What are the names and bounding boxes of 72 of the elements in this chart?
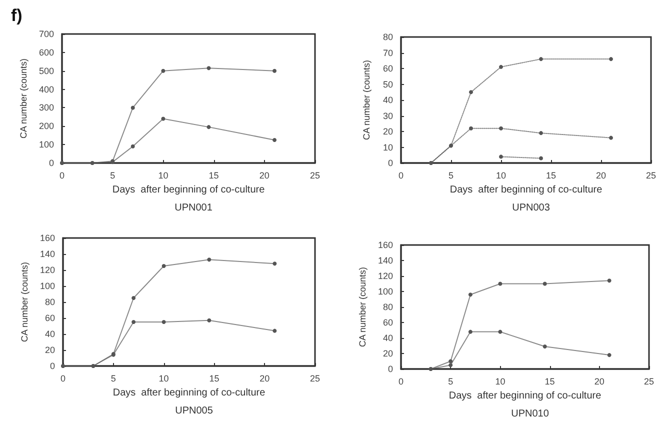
x-tick-label: 5 (448, 376, 454, 386)
y-tick-label: 400 (38, 84, 54, 94)
y-tick-label: 120 (40, 265, 55, 275)
y-tick-label: 160 (378, 240, 393, 250)
x-tick-label: 20 (260, 374, 270, 384)
y-tick-label: 100 (40, 281, 55, 291)
y-tick-label: 60 (382, 318, 393, 328)
y-axis-title: CA number (counts) (358, 266, 368, 348)
y-tick-label: 100 (378, 286, 393, 296)
y-tick-label: 40 (382, 333, 393, 343)
x-tick-label: 0 (60, 374, 66, 384)
y-tick-label: 600 (38, 47, 54, 58)
y-tick-label: 60 (382, 64, 393, 74)
x-tick-label: 15 (209, 374, 220, 384)
x-tick-label: 15 (208, 170, 219, 180)
x-axis-title: Days after beginning of co-culture (112, 387, 266, 398)
x-axis-title: Days after beginning of co-culture (112, 184, 266, 196)
y-tick-label: 0 (48, 158, 54, 168)
y-tick-label: 20 (382, 126, 393, 136)
x-tick-label: 25 (310, 170, 320, 180)
y-tick-label: 70 (382, 48, 393, 58)
text: UPN005 (175, 406, 214, 416)
y-tick-label: 30 (382, 110, 393, 121)
x-tick-label: 20 (259, 170, 270, 180)
y-tick-label: 50 (382, 79, 393, 90)
y-tick-label: 80 (382, 302, 393, 312)
x-tick-label: 20 (594, 376, 604, 386)
x-tick-label: 15 (546, 170, 556, 180)
x-tick-label: 15 (544, 376, 555, 386)
y-tick-label: 500 (38, 66, 54, 76)
text: f) (11, 6, 22, 25)
y-axis-title: CA number (counts) (20, 262, 30, 342)
x-tick-label: 25 (646, 170, 656, 180)
text: UPN003 (512, 202, 550, 214)
x-tick-label: 0 (59, 170, 65, 180)
y-tick-label: 20 (382, 348, 393, 358)
y-tick-label: 160 (40, 233, 55, 243)
y-tick-label: 80 (44, 297, 55, 307)
x-tick-label: 10 (496, 170, 506, 180)
y-tick-label: 40 (44, 329, 55, 339)
text: UPN001 (174, 202, 213, 214)
x-tick-label: 10 (158, 374, 169, 384)
x-tick-label: 5 (110, 170, 116, 180)
x-tick-label: 5 (448, 170, 454, 180)
x-tick-label: 0 (398, 376, 404, 386)
y-tick-label: 200 (38, 121, 54, 132)
x-axis-title: Days after beginning of co-culture (450, 184, 603, 196)
y-tick-label: 120 (378, 271, 393, 281)
text: UPN010 (511, 408, 550, 420)
y-tick-label: 10 (382, 142, 393, 152)
y-tick-label: 140 (40, 249, 55, 259)
y-tick-label: 80 (382, 32, 393, 42)
x-axis-title: Days after beginning of co-culture (448, 390, 602, 402)
x-tick-label: 25 (644, 376, 654, 386)
y-tick-label: 0 (50, 361, 55, 371)
y-tick-label: 0 (388, 158, 393, 168)
y-tick-label: 60 (44, 313, 55, 323)
x-tick-label: 20 (596, 170, 606, 180)
x-tick-label: 10 (495, 376, 506, 386)
y-tick-label: 40 (382, 95, 393, 105)
x-tick-label: 5 (110, 374, 116, 384)
y-axis-title: CA number (counts) (18, 58, 29, 139)
y-tick-label: 300 (38, 102, 54, 113)
y-tick-label: 0 (388, 364, 393, 374)
x-tick-label: 0 (398, 170, 404, 180)
y-tick-label: 100 (38, 140, 54, 150)
y-tick-label: 20 (44, 345, 55, 355)
y-tick-label: 140 (378, 256, 393, 266)
y-axis-title: CA number (counts) (362, 60, 372, 140)
y-tick-label: 700 (38, 29, 54, 39)
x-tick-label: 10 (158, 170, 168, 180)
x-tick-label: 25 (310, 374, 320, 384)
